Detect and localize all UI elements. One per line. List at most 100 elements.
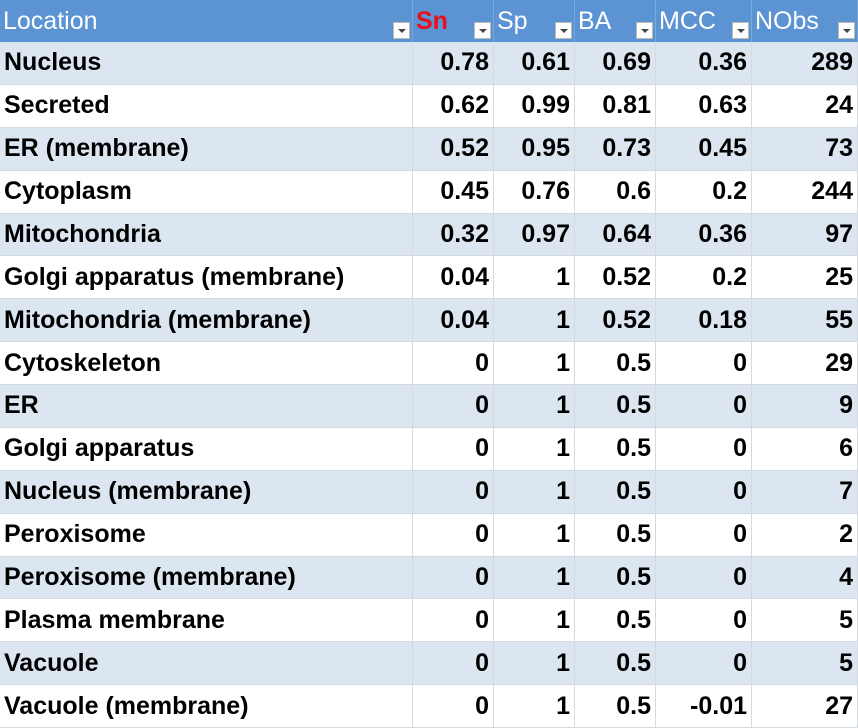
value-cell: 6 bbox=[752, 427, 858, 471]
value-cell: 0.64 bbox=[575, 213, 656, 257]
value-cell: 0 bbox=[413, 685, 494, 728]
location-cell: Plasma membrane bbox=[0, 599, 413, 643]
location-cell: Cytoplasm bbox=[0, 170, 413, 214]
location-cell: Peroxisome bbox=[0, 513, 413, 557]
column-header: MCC bbox=[656, 0, 752, 42]
value-cell: 0 bbox=[656, 599, 752, 643]
filter-button[interactable] bbox=[636, 22, 653, 39]
filter-button[interactable] bbox=[474, 22, 491, 39]
value-cell: 0 bbox=[656, 642, 752, 686]
value-cell: 0 bbox=[656, 556, 752, 600]
value-cell: 9 bbox=[752, 385, 858, 428]
value-cell: 0.61 bbox=[494, 42, 575, 85]
value-cell: 0.52 bbox=[413, 127, 494, 171]
value-cell: 0.5 bbox=[575, 556, 656, 600]
value-cell: 0.5 bbox=[575, 599, 656, 643]
value-cell: 0.5 bbox=[575, 685, 656, 728]
filter-button[interactable] bbox=[393, 22, 410, 39]
value-cell: 25 bbox=[752, 256, 858, 300]
filter-button[interactable] bbox=[555, 22, 572, 39]
value-cell: -0.01 bbox=[656, 685, 752, 728]
location-cell: Nucleus (membrane) bbox=[0, 470, 413, 514]
value-cell: 0.52 bbox=[575, 299, 656, 343]
value-cell: 0.04 bbox=[413, 299, 494, 343]
value-cell: 24 bbox=[752, 84, 858, 128]
value-cell: 55 bbox=[752, 299, 858, 343]
value-cell: 0.5 bbox=[575, 642, 656, 686]
value-cell: 1 bbox=[494, 342, 575, 385]
location-cell: Golgi apparatus (membrane) bbox=[0, 256, 413, 300]
location-cell: Mitochondria (membrane) bbox=[0, 299, 413, 343]
column-header-label: Sn bbox=[416, 6, 448, 35]
value-cell: 29 bbox=[752, 342, 858, 385]
value-cell: 289 bbox=[752, 42, 858, 85]
column-header: Location bbox=[0, 0, 413, 42]
value-cell: 0.99 bbox=[494, 84, 575, 128]
location-cell: Peroxisome (membrane) bbox=[0, 556, 413, 600]
value-cell: 0.52 bbox=[575, 256, 656, 300]
value-cell: 0.81 bbox=[575, 84, 656, 128]
location-cell: Golgi apparatus bbox=[0, 427, 413, 471]
filter-button[interactable] bbox=[838, 22, 855, 39]
value-cell: 0 bbox=[656, 513, 752, 557]
value-cell: 1 bbox=[494, 256, 575, 300]
value-cell: 1 bbox=[494, 427, 575, 471]
value-cell: 0 bbox=[413, 642, 494, 686]
value-cell: 0.76 bbox=[494, 170, 575, 214]
value-cell: 0 bbox=[656, 470, 752, 514]
value-cell: 0.36 bbox=[656, 42, 752, 85]
column-header: Sp bbox=[494, 0, 575, 42]
value-cell: 0.32 bbox=[413, 213, 494, 257]
location-cell: Mitochondria bbox=[0, 213, 413, 257]
value-cell: 0.5 bbox=[575, 470, 656, 514]
value-cell: 0.62 bbox=[413, 84, 494, 128]
value-cell: 1 bbox=[494, 299, 575, 343]
value-cell: 0.45 bbox=[656, 127, 752, 171]
value-cell: 1 bbox=[494, 385, 575, 428]
value-cell: 1 bbox=[494, 556, 575, 600]
value-cell: 5 bbox=[752, 599, 858, 643]
value-cell: 0 bbox=[413, 513, 494, 557]
value-cell: 7 bbox=[752, 470, 858, 514]
value-cell: 0.36 bbox=[656, 213, 752, 257]
value-cell: 0.5 bbox=[575, 513, 656, 557]
value-cell: 2 bbox=[752, 513, 858, 557]
value-cell: 0 bbox=[413, 599, 494, 643]
value-cell: 0.04 bbox=[413, 256, 494, 300]
value-cell: 0.45 bbox=[413, 170, 494, 214]
value-cell: 0.2 bbox=[656, 256, 752, 300]
value-cell: 0.97 bbox=[494, 213, 575, 257]
value-cell: 0.2 bbox=[656, 170, 752, 214]
value-cell: 0 bbox=[656, 385, 752, 428]
location-cell: Nucleus bbox=[0, 42, 413, 85]
value-cell: 0.69 bbox=[575, 42, 656, 85]
value-cell: 97 bbox=[752, 213, 858, 257]
column-header: Sn bbox=[413, 0, 494, 42]
location-cell: ER bbox=[0, 385, 413, 428]
column-header: BA bbox=[575, 0, 656, 42]
value-cell: 73 bbox=[752, 127, 858, 171]
value-cell: 0.18 bbox=[656, 299, 752, 343]
value-cell: 0 bbox=[656, 427, 752, 471]
value-cell: 0 bbox=[413, 470, 494, 514]
value-cell: 1 bbox=[494, 513, 575, 557]
column-header-label: Location bbox=[3, 6, 98, 35]
column-header-label: NObs bbox=[755, 6, 819, 35]
column-header-label: Sp bbox=[497, 6, 528, 35]
value-cell: 1 bbox=[494, 642, 575, 686]
location-cell: Secreted bbox=[0, 84, 413, 128]
value-cell: 0.5 bbox=[575, 385, 656, 428]
value-cell: 1 bbox=[494, 470, 575, 514]
value-cell: 0.78 bbox=[413, 42, 494, 85]
value-cell: 4 bbox=[752, 556, 858, 600]
value-cell: 27 bbox=[752, 685, 858, 728]
value-cell: 0 bbox=[413, 427, 494, 471]
value-cell: 0.63 bbox=[656, 84, 752, 128]
column-header: NObs bbox=[752, 0, 858, 42]
value-cell: 0.6 bbox=[575, 170, 656, 214]
location-cell: Vacuole bbox=[0, 642, 413, 686]
filter-button[interactable] bbox=[732, 22, 749, 39]
value-cell: 244 bbox=[752, 170, 858, 214]
